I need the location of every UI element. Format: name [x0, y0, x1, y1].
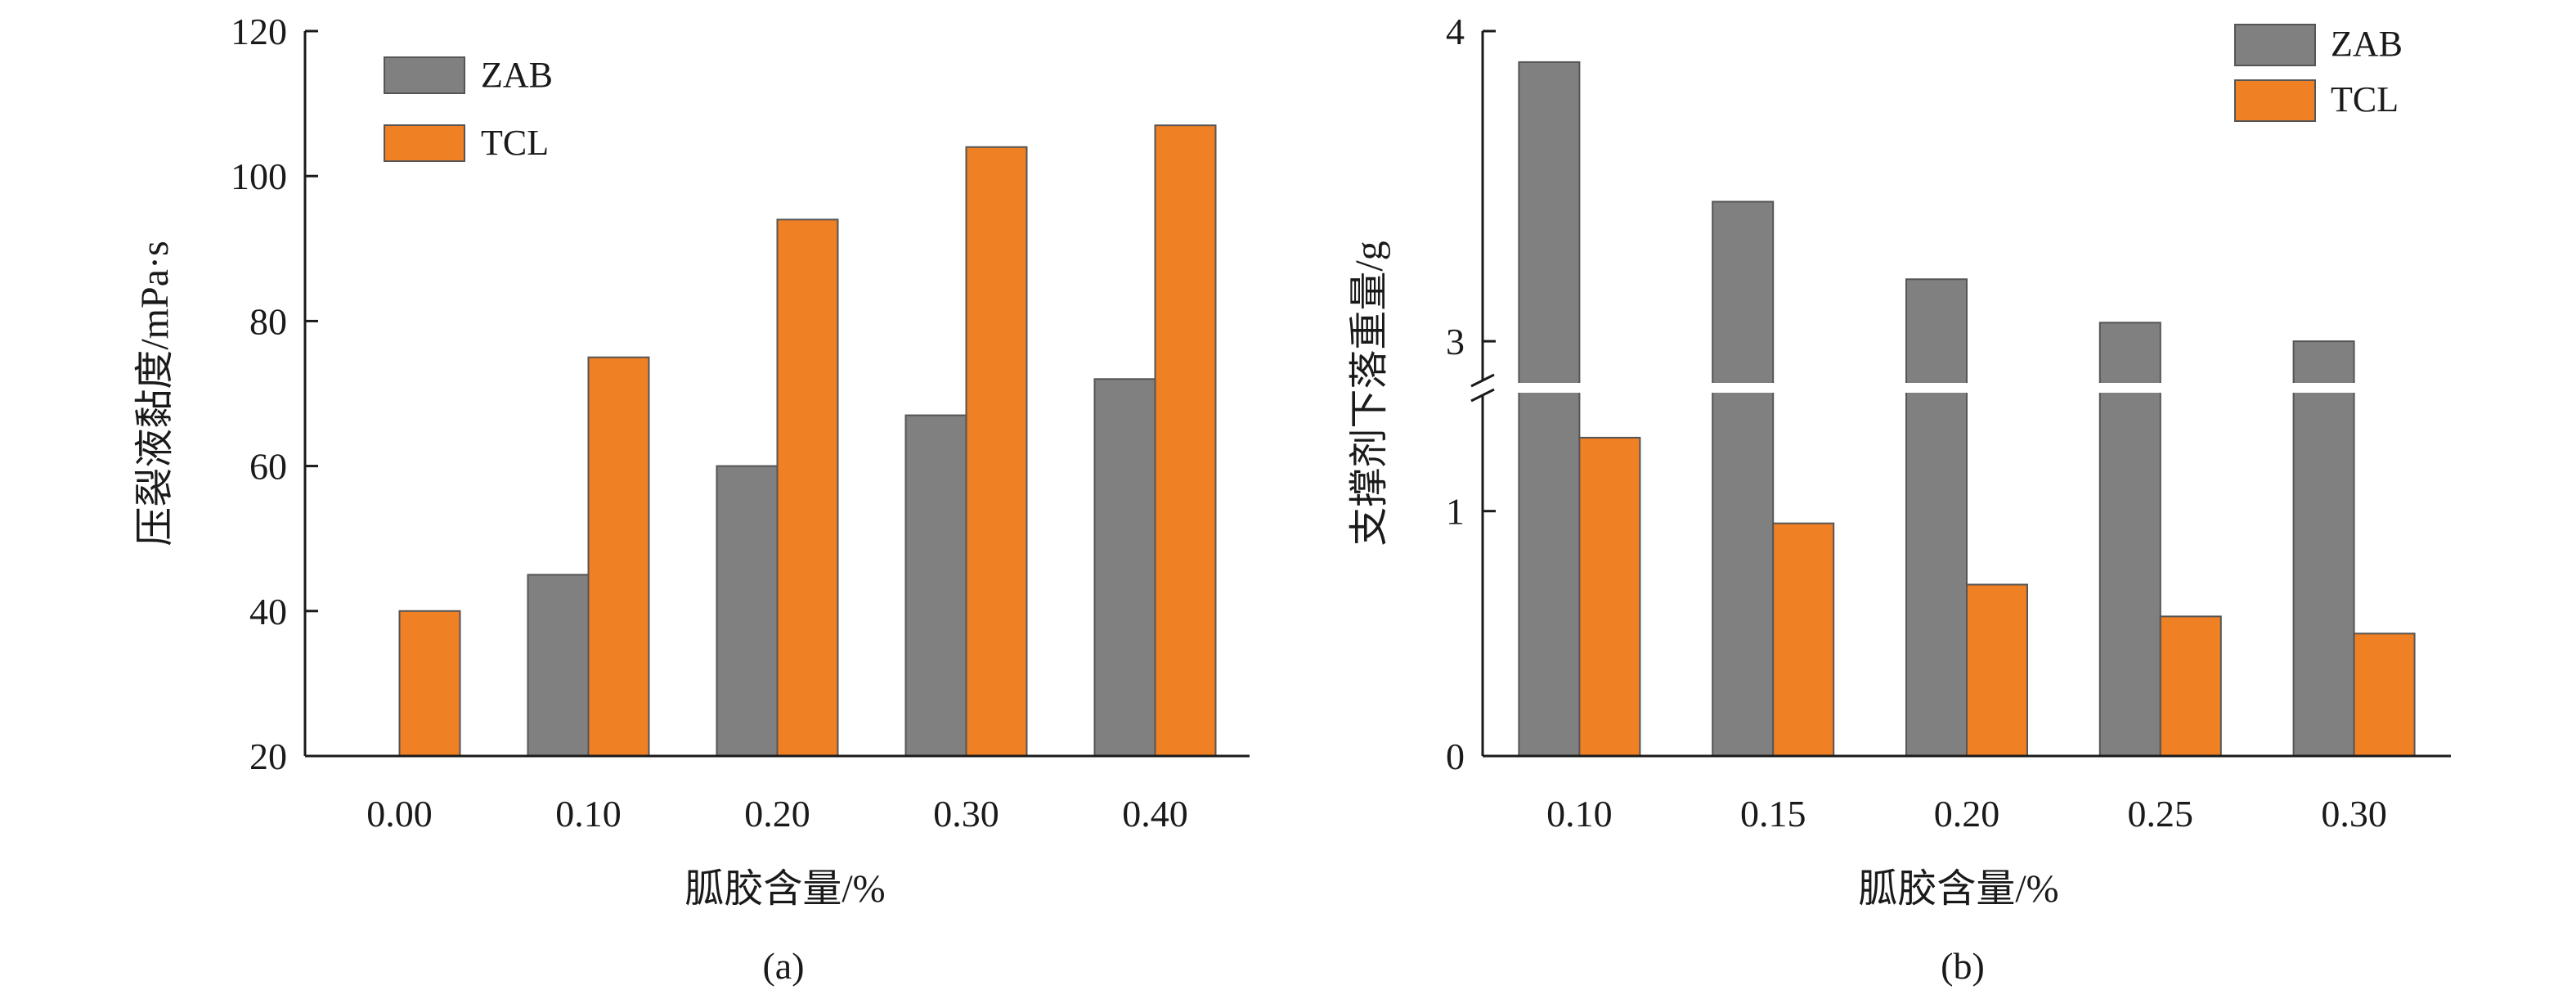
y-axis-title-a: 压裂液黏度/mPa·s [133, 241, 177, 546]
legend-swatch-a-zab [384, 56, 465, 94]
y-tick-label-b-2: 3 [1446, 321, 1465, 362]
bar-b-zab-1 [1712, 200, 1775, 757]
axis-break-band [1466, 383, 2459, 393]
y-tick-label-b-1: 1 [1446, 491, 1465, 533]
bar-a-tcl-4 [1154, 124, 1217, 757]
bar-a-zab-3 [904, 414, 967, 757]
y-tick-label-a-0: 20 [249, 736, 287, 777]
x-tick-label-b-0: 0.10 [1546, 793, 1613, 835]
bar-b-tcl-0 [1578, 436, 1641, 757]
x-tick-label-b-2: 0.20 [1934, 793, 2000, 835]
x-tick-label-a-4: 0.40 [1122, 793, 1188, 835]
bar-a-tcl-3 [965, 146, 1028, 757]
bar-b-tcl-2 [1966, 583, 2028, 758]
bar-b-tcl-3 [2159, 615, 2222, 758]
y-tick-label-a-5: 120 [231, 11, 287, 52]
bar-a-tcl-2 [776, 218, 839, 757]
axis-break-mark-upper [1470, 373, 1495, 388]
y-tick-label-a-3: 80 [249, 300, 287, 342]
x-tick-label-a-1: 0.10 [555, 793, 622, 835]
bar-a-tcl-0 [398, 610, 461, 757]
legend-label-b-tcl: TCL [2331, 79, 2399, 119]
bar-a-zab-2 [716, 465, 779, 757]
bar-b-zab-0 [1518, 61, 1581, 757]
x-axis-title-a: 胍胶含量/% [684, 867, 885, 911]
x-tick-label-a-2: 0.20 [744, 793, 810, 835]
panel-label-b: (b) [1941, 945, 1985, 987]
bar-a-zab-4 [1093, 378, 1156, 757]
bar-b-zab-3 [2098, 322, 2161, 757]
x-tick-label-b-4: 0.30 [2321, 793, 2387, 835]
y-tick-label-a-1: 40 [249, 591, 287, 632]
y-tick-label-a-4: 100 [231, 155, 287, 197]
x-tick-label-b-1: 0.15 [1740, 793, 1806, 835]
bar-a-zab-1 [527, 574, 590, 757]
legend-swatch-b-tcl [2234, 79, 2316, 122]
legend-swatch-a-tcl [384, 124, 465, 162]
bar-b-tcl-1 [1772, 522, 1835, 757]
bar-b-tcl-4 [2353, 632, 2416, 758]
y-axis-title-b: 支撑剂下落重量/g [1348, 241, 1391, 546]
legend-label-b-zab: ZAB [2331, 24, 2403, 64]
bar-b-zab-4 [2292, 340, 2355, 757]
y-tick-label-a-2: 60 [249, 446, 287, 488]
axis-break-mark-lower [1470, 388, 1495, 403]
legend-label-a-tcl: TCL [481, 123, 549, 163]
panel-label-a: (a) [762, 945, 804, 987]
y-tick-label-b-0: 0 [1446, 736, 1465, 777]
legend-label-a-zab: ZAB [481, 55, 553, 95]
chart-panel-a: 20 40 60 80 100 120 0.00 0.10 0.20 0.30 0.40 胍胶含量/%… [133, 11, 1250, 987]
legend-swatch-b-zab [2234, 24, 2316, 66]
x-tick-label-a-0: 0.00 [366, 793, 433, 835]
y-tick-label-b-3: 4 [1446, 11, 1465, 52]
bar-a-tcl-1 [587, 356, 650, 757]
x-tick-label-a-3: 0.30 [933, 793, 999, 835]
chart-panel-b: 0 1 3 4 0.10 0.15 0.20 0.25 0.30 胍胶含量/% 支撑剂下落重量/g Z… [1348, 11, 2459, 987]
bar-b-zab-2 [1905, 278, 1968, 758]
x-axis-title-b: 胍胶含量/% [1858, 867, 2058, 911]
x-tick-label-b-3: 0.25 [2128, 793, 2194, 835]
